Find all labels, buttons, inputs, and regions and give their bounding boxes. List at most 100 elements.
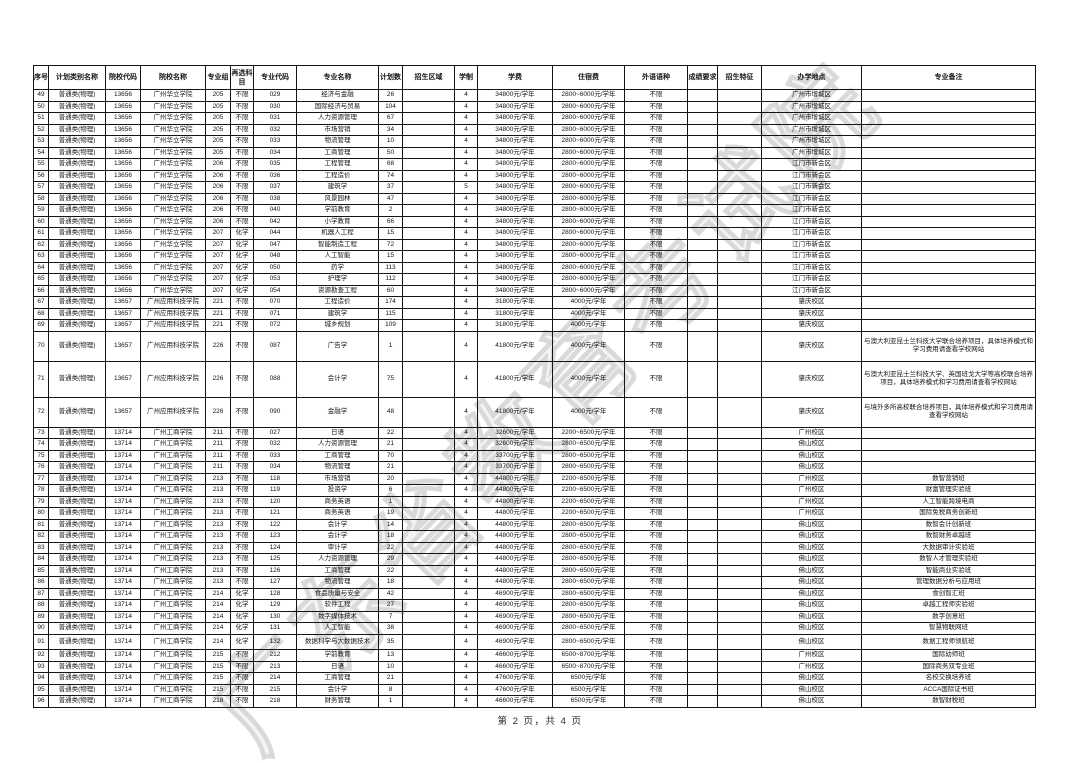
table-cell: 2800~6500元/学年	[552, 610, 625, 623]
table-cell	[687, 284, 718, 297]
table-cell: 普通类(物理)	[48, 683, 106, 696]
table-row: 61 普通类(物理) 13656 广州华立学院 207 化学 044 机器人工程 15 4 3480…	[33, 227, 1036, 240]
table-cell	[687, 158, 718, 171]
table-cell: 不限	[230, 576, 254, 589]
table-cell: 34800元/学年	[477, 273, 553, 286]
table-cell: 不限	[230, 360, 254, 398]
table-cell: 普通类(物理)	[48, 319, 106, 332]
table-cell: 不限	[230, 530, 254, 543]
table-cell: 13714	[105, 610, 141, 623]
table-cell: 037	[253, 181, 297, 194]
table-cell	[687, 564, 718, 577]
table-cell	[861, 89, 1036, 102]
table-cell: 070	[253, 296, 297, 309]
table-row: 51 普通类(物理) 13656 广州华立学院 205 不限 031 人力资源管理 67 4 348…	[33, 112, 1036, 125]
table-cell	[402, 89, 455, 102]
table-cell	[717, 123, 762, 136]
table-cell	[687, 622, 718, 635]
table-cell	[861, 296, 1036, 309]
table-cell: 财富管理实验班	[861, 484, 1036, 497]
table-cell: 6500元/学年	[552, 672, 625, 685]
table-cell	[687, 307, 718, 320]
table-cell: 广州工商学院	[140, 472, 206, 485]
table-cell: 4000元/学年	[552, 319, 625, 332]
table-cell	[402, 273, 455, 286]
table-cell: 广州华立学院	[140, 215, 206, 228]
table-cell: 不限	[230, 204, 254, 217]
table-cell	[717, 622, 762, 635]
table-cell: 普通类(物理)	[48, 553, 106, 566]
table-cell: 1	[378, 695, 403, 708]
table-cell: 2800~6500元/学年	[552, 633, 625, 650]
table-cell: 13714	[105, 426, 141, 439]
table-cell	[687, 518, 718, 531]
table-cell: 普通类(物理)	[48, 123, 106, 136]
table-cell: 普通类(物理)	[48, 461, 106, 474]
table-cell: 85	[33, 564, 49, 577]
table-cell: 佛山校区	[761, 599, 862, 612]
table-cell: 15	[378, 250, 403, 263]
table-cell: 213	[205, 553, 231, 566]
table-cell: 4	[454, 438, 478, 451]
table-cell: 与境外多所高校联合培养项目，具体培养模式和学习费用请查看学校网站	[861, 396, 1036, 428]
table-cell: 不限	[230, 495, 254, 508]
table-cell: 70	[378, 449, 403, 462]
table-cell: 不限	[230, 330, 254, 362]
table-cell: 4	[454, 296, 478, 309]
table-cell: 普通类(物理)	[48, 564, 106, 577]
table-row: 65 普通类(物理) 13656 广州华立学院 207 化学 053 护理学 112 4 34800…	[33, 273, 1036, 286]
table-cell: 日语	[296, 426, 379, 439]
table-cell: 人力资源管理	[296, 438, 379, 451]
table-cell: 34800元/学年	[477, 250, 553, 263]
table-cell: 054	[253, 284, 297, 297]
table-cell: 13714	[105, 683, 141, 696]
table-cell: 广州应用科技学院	[140, 307, 206, 320]
table-cell: 34800元/学年	[477, 100, 553, 113]
table-cell: 不限	[624, 564, 688, 577]
table-cell: 广州校区	[761, 472, 862, 485]
table-cell: 44800元/学年	[477, 495, 553, 508]
table-cell	[861, 192, 1036, 205]
table-cell: 92	[33, 649, 49, 662]
table-cell	[717, 360, 762, 398]
table-cell: 2800~6000元/学年	[552, 89, 625, 102]
table-cell	[861, 204, 1036, 217]
table-cell: 不限	[230, 158, 254, 171]
table-cell: 普通类(物理)	[48, 587, 106, 600]
table-cell	[717, 296, 762, 309]
table-cell: 22	[378, 426, 403, 439]
table-cell: 4	[454, 660, 478, 673]
table-cell: 4	[454, 192, 478, 205]
table-cell	[717, 541, 762, 554]
table-cell: 030	[253, 100, 297, 113]
column-header: 序号	[33, 65, 49, 90]
table-cell: 33700元/学年	[477, 461, 553, 474]
table-cell: 206	[205, 215, 231, 228]
column-header: 招生特征	[717, 65, 762, 90]
table-cell	[687, 330, 718, 362]
table-cell: 佛山校区	[761, 576, 862, 589]
table-cell	[687, 672, 718, 685]
table-cell: 49	[33, 89, 49, 102]
table-cell: 不限	[624, 438, 688, 451]
table-cell: 不限	[230, 215, 254, 228]
table-cell: 普通类(物理)	[48, 449, 106, 462]
table-cell	[687, 296, 718, 309]
table-cell	[402, 319, 455, 332]
table-cell: 4	[454, 204, 478, 217]
table-cell: 广州华立学院	[140, 238, 206, 251]
table-cell: 211	[205, 461, 231, 474]
table-cell: 22	[378, 564, 403, 577]
table-cell: 不限	[230, 426, 254, 439]
table-cell: 不限	[624, 123, 688, 136]
table-cell: 81	[33, 518, 49, 531]
table-cell: 广州校区	[761, 495, 862, 508]
table-cell: 商务英语	[296, 507, 379, 520]
table-row: 90 普通类(物理) 13714 广州工商学院 214 化学 131 人工智能 38 4 46900…	[33, 622, 1036, 635]
table-cell	[717, 426, 762, 439]
table-cell: 104	[378, 100, 403, 113]
table-cell: 江门市新会区	[761, 169, 862, 182]
table-cell: 不限	[624, 396, 688, 428]
table-cell: 4	[454, 284, 478, 297]
table-cell: 34800元/学年	[477, 284, 553, 297]
